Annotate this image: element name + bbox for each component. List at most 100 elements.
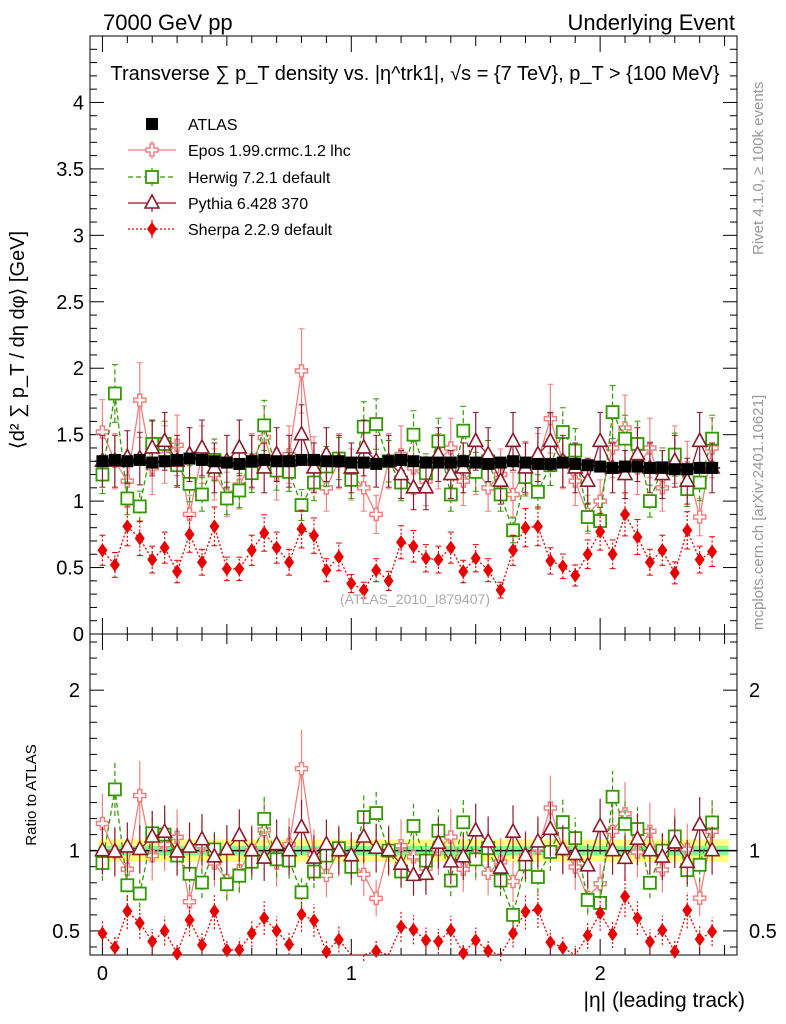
ratio-point (654, 847, 671, 863)
data-point (122, 519, 133, 534)
atlas-point (606, 461, 619, 474)
ratio-point (147, 934, 158, 949)
header-right: Underlying Event (567, 10, 735, 35)
data-point (470, 551, 481, 566)
data-point (694, 552, 705, 567)
atlas-point (681, 463, 694, 476)
ratio-point (682, 903, 693, 918)
atlas-point (96, 455, 109, 468)
atlas-point (419, 456, 432, 469)
ratio-point (629, 829, 646, 846)
ratio-point (294, 761, 309, 776)
ratio-point (406, 819, 421, 833)
ratio-point (554, 839, 572, 856)
ratio-point (308, 913, 319, 928)
ratio-point (616, 848, 634, 865)
data-point (271, 540, 282, 555)
data-point (420, 551, 431, 566)
ratio-point (504, 822, 522, 838)
data-point (369, 417, 384, 431)
ratio-point (580, 893, 595, 907)
ratio-point (445, 923, 456, 938)
ratio-point (582, 928, 593, 943)
data-point (195, 487, 209, 502)
ratio-point (122, 904, 133, 919)
ratio-point (433, 934, 444, 949)
y-tick-label: 0 (73, 624, 84, 646)
data-point (531, 484, 545, 499)
series-line (101, 512, 713, 592)
data-point (284, 555, 295, 570)
ratio-point (467, 821, 485, 837)
atlas-point (594, 460, 607, 473)
data-point (632, 529, 643, 544)
ratio-point (132, 886, 147, 901)
ratio-point (369, 806, 384, 820)
data-point (120, 491, 135, 506)
ratio-point (691, 815, 709, 831)
data-point (691, 431, 709, 448)
data-point (483, 563, 494, 578)
data-point (143, 438, 161, 454)
ratio-point (221, 943, 232, 958)
x-tick-label: 0 (97, 963, 108, 985)
atlas-point (146, 456, 159, 469)
ratio-point (120, 878, 135, 893)
ratio-y-tick-label: 2 (69, 680, 80, 702)
atlas-point (382, 455, 395, 468)
atlas-point (357, 456, 370, 469)
ratio-point (296, 907, 307, 922)
data-point (406, 427, 421, 442)
data-point (620, 507, 631, 522)
ratio-point (232, 868, 247, 883)
ratio-y-tick-label: 2 (749, 680, 760, 702)
data-point (570, 568, 581, 583)
ratio-point (456, 815, 471, 830)
atlas-point (270, 455, 283, 468)
data-point (692, 475, 707, 490)
ratio-point (294, 885, 309, 900)
atlas-point (581, 459, 594, 472)
y-tick-label: 4 (73, 92, 84, 114)
ratio-y-tick-label: 0.5 (749, 921, 777, 943)
data-point (296, 522, 307, 537)
data-point (481, 481, 495, 495)
y-tick-label: 3 (73, 225, 84, 247)
legend-entry: Sherpa 2.2.9 default (128, 220, 333, 239)
data-point (607, 547, 618, 562)
watermark: (ATLAS_2010_I879407) (340, 591, 490, 607)
legend-marker (143, 193, 161, 209)
ratio-point (209, 904, 220, 919)
legend-label: Pythia 6.428 370 (188, 196, 308, 213)
ratio-point (333, 932, 344, 947)
legend-entry: Epos 1.99.crmc.1.2 lhc (128, 141, 351, 160)
data-point (358, 583, 369, 598)
ratio-point (172, 946, 183, 961)
data-point (369, 507, 383, 522)
x-tick-label: 1 (346, 963, 357, 985)
ratio-point (259, 911, 270, 926)
ratio-point (284, 937, 295, 952)
x-axis-label: |η| (leading track) (584, 989, 745, 1012)
atlas-point (171, 453, 184, 466)
data-point (506, 487, 520, 502)
data-point (383, 573, 394, 588)
y-tick-label: 0.5 (56, 558, 84, 580)
ratio-point (133, 788, 147, 803)
ratio-point (545, 935, 556, 950)
ratio-point (371, 943, 382, 958)
atlas-point (444, 456, 457, 469)
legend-entry: Pythia 6.428 370 (128, 193, 308, 213)
ratio-point (321, 944, 332, 959)
series-ratio-line (101, 789, 713, 918)
data-point (643, 494, 657, 509)
data-point (221, 561, 232, 576)
ratio-point (255, 848, 273, 864)
ratio-point (184, 912, 195, 927)
ratio-point (607, 927, 618, 942)
ratio-point (632, 911, 643, 926)
data-point (293, 424, 310, 441)
data-point (246, 543, 257, 558)
ratio-point (271, 923, 282, 938)
ratio-point (692, 891, 707, 905)
